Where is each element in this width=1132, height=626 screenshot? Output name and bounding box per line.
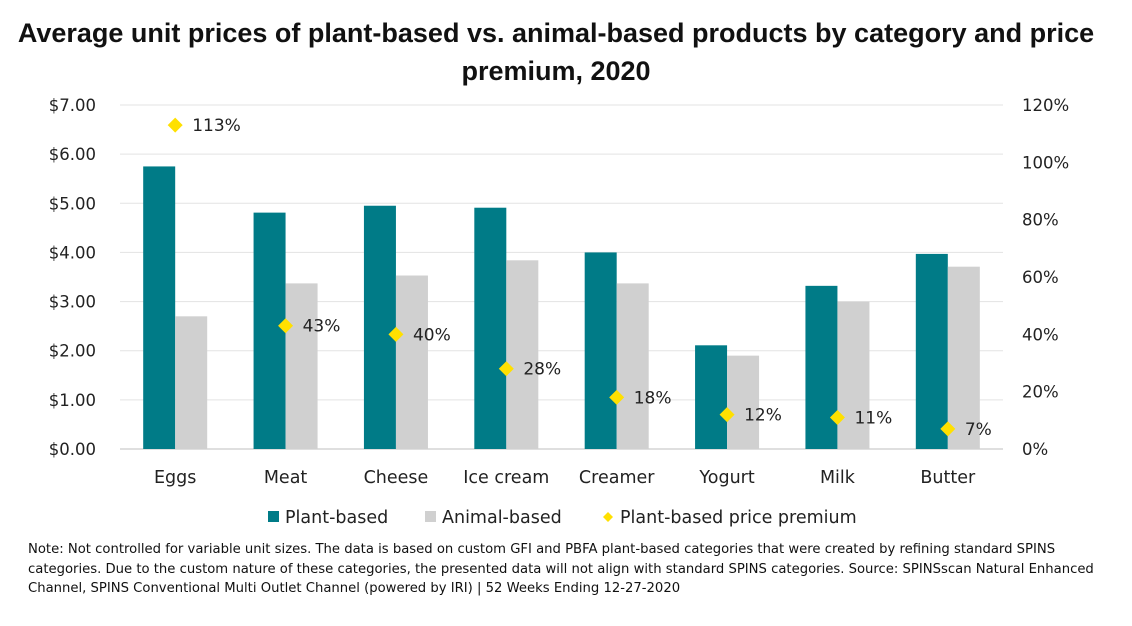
bar-animal-based — [175, 316, 208, 449]
bar-animal-based — [285, 283, 318, 449]
gridlines — [120, 104, 1003, 450]
premium-marker — [388, 326, 404, 342]
bar-animal-based — [506, 260, 539, 449]
legend-swatch — [268, 511, 279, 522]
x-tick-label: Cheese — [364, 468, 429, 488]
legend-swatch — [603, 512, 613, 522]
y-right-tick-label: 60% — [1022, 268, 1059, 287]
x-tick-label: Milk — [820, 468, 856, 488]
x-tick-label: Yogurt — [698, 468, 754, 488]
legend-label: Plant-based price premium — [620, 508, 857, 528]
premium-label: 43% — [303, 317, 341, 337]
premium-marker — [719, 407, 735, 423]
bar-animal-based — [616, 283, 649, 449]
y-axis-right: 0% 20% 40% 60% 80% 100% 120% — [1022, 96, 1069, 459]
x-tick-label: Creamer — [579, 468, 655, 488]
y-left-tick-label: $2.00 — [49, 342, 96, 361]
legend: Plant-based Animal-based Plant-based price… — [268, 508, 857, 528]
y-left-tick-label: $6.00 — [49, 145, 96, 164]
x-tick-label: Ice cream — [463, 468, 549, 488]
legend-label: Animal-based — [442, 508, 562, 528]
bar-animal-based — [837, 301, 870, 449]
y-right-tick-label: 0% — [1022, 440, 1048, 459]
bar-plant-based — [584, 252, 617, 449]
bar-animal-based — [727, 355, 760, 449]
bar-plant-based — [253, 212, 286, 449]
y-right-tick-label: 20% — [1022, 383, 1059, 402]
y-left-tick-label: $1.00 — [49, 391, 96, 410]
premium-marker — [609, 389, 625, 405]
x-tick-label: Butter — [920, 468, 976, 488]
y-right-tick-label: 80% — [1022, 211, 1059, 230]
x-axis-labels: Eggs Meat Cheese Ice cream Creamer Yogurt Milk… — [154, 468, 976, 488]
premium-label: 28% — [523, 360, 561, 380]
premium-markers: 113% 43% 40% 28% 18% 12% 11% 7% — [167, 116, 992, 440]
bar-plant-based — [143, 166, 176, 449]
bar-plant-based — [363, 205, 396, 449]
legend-swatch — [425, 511, 436, 522]
y-left-tick-label: $7.00 — [49, 96, 96, 115]
premium-marker — [278, 318, 294, 334]
bar-animal-based — [395, 275, 428, 449]
y-left-tick-label: $4.00 — [49, 243, 96, 262]
bar-animal-based — [947, 266, 980, 449]
y-right-tick-label: 40% — [1022, 325, 1059, 344]
x-tick-label: Eggs — [154, 468, 196, 488]
premium-label: 7% — [965, 420, 992, 440]
x-tick-label: Meat — [264, 468, 308, 488]
y-axis-left: $0.00 $1.00 $2.00 $3.00 $4.00 $5.00 $6.00 $7.00 — [49, 96, 96, 459]
premium-label: 113% — [192, 116, 241, 136]
y-left-tick-label: $0.00 — [49, 440, 96, 459]
premium-label: 18% — [634, 388, 672, 408]
y-right-tick-label: 120% — [1022, 96, 1069, 115]
y-left-tick-label: $3.00 — [49, 293, 96, 312]
premium-marker — [940, 421, 956, 437]
legend-label: Plant-based — [285, 508, 388, 528]
premium-marker — [829, 409, 845, 425]
premium-label: 11% — [854, 408, 892, 428]
y-left-tick-label: $5.00 — [49, 194, 96, 213]
footnote: Note: Not controlled for variable unit s… — [28, 542, 1094, 596]
premium-marker — [498, 361, 514, 377]
bar-plant-based — [695, 345, 728, 449]
chart: $0.00 $1.00 $2.00 $3.00 $4.00 $5.00 $6.00 $7.00… — [49, 96, 1069, 528]
chart-title: Average unit prices of plant-based vs. a… — [17, 18, 1095, 86]
premium-label: 12% — [744, 406, 782, 426]
bars — [143, 166, 980, 449]
bar-plant-based — [805, 285, 838, 449]
bar-plant-based — [915, 253, 948, 449]
premium-marker — [167, 117, 183, 133]
y-right-tick-label: 100% — [1022, 153, 1069, 172]
premium-label: 40% — [413, 325, 451, 345]
bar-plant-based — [474, 207, 507, 449]
